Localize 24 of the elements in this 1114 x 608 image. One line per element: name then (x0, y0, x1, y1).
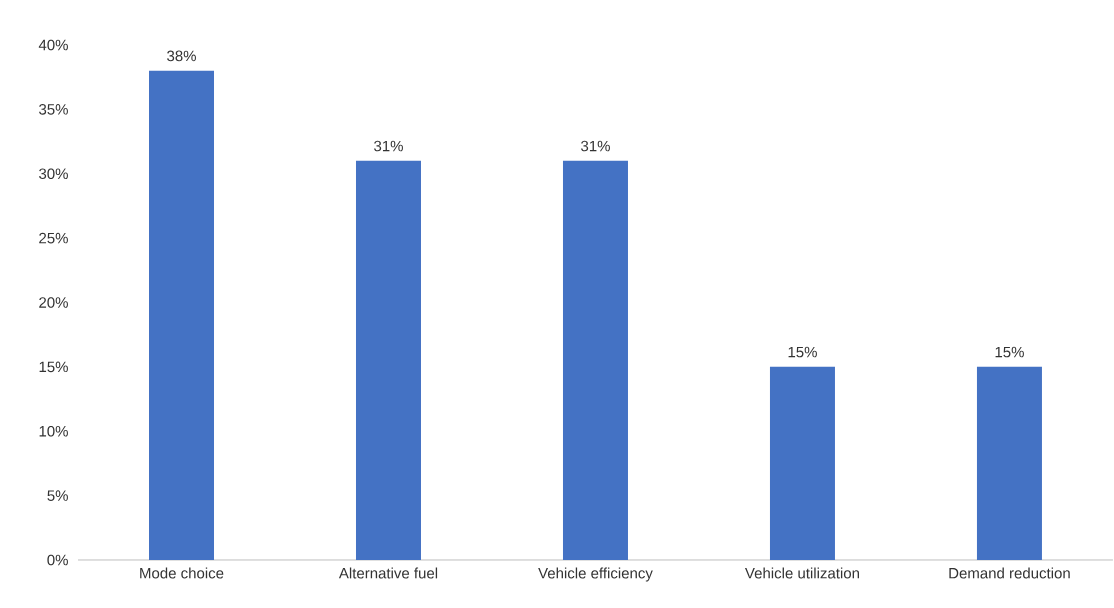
data-label: 31% (374, 140, 403, 152)
bar (769, 366, 835, 560)
x-tick-label: Vehicle utilization (744, 567, 859, 579)
bar (355, 160, 421, 560)
data-label: 38% (167, 50, 196, 62)
y-tick-label: 25% (39, 232, 68, 244)
bar (976, 366, 1042, 560)
y-tick-label: 0% (47, 554, 68, 566)
y-tick-label: 15% (39, 361, 68, 373)
y-tick-label: 40% (38, 39, 68, 51)
y-tick-label: 20% (39, 297, 68, 308)
x-tick-label: Vehicle efficiency (538, 567, 653, 582)
x-tick-label: Mode choice (140, 567, 224, 579)
bar (562, 160, 628, 560)
data-label: 15% (995, 346, 1024, 358)
y-tick-label: 35% (39, 104, 68, 115)
bar (149, 70, 214, 560)
x-tick-label: Alternative fuel (338, 567, 438, 579)
data-label: 31% (581, 140, 610, 152)
y-tick-label: 10% (39, 425, 68, 437)
data-label: 15% (788, 346, 817, 358)
x-tick-label: Demand reduction (949, 567, 1070, 579)
y-tick-label: 5% (47, 490, 68, 501)
y-tick-label: 30% (39, 168, 68, 180)
